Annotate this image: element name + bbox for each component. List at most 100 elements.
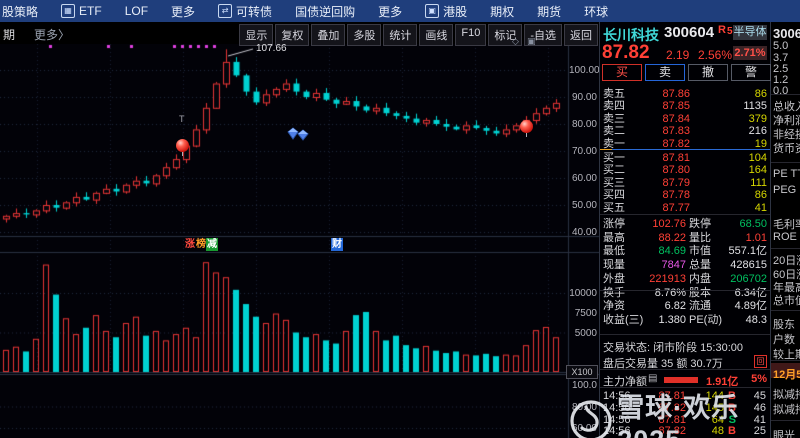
trade-button-买[interactable]: 买 bbox=[602, 64, 642, 81]
toolbar-button--自选[interactable]: -自选 bbox=[524, 24, 562, 46]
strip-item: PE TTM bbox=[773, 168, 800, 180]
tick-side: B bbox=[728, 401, 736, 414]
strip-item[interactable]: 拟减持 bbox=[773, 404, 800, 416]
strip-item[interactable]: 眼光 bbox=[773, 430, 795, 438]
clipboard-icon[interactable]: ▤ bbox=[648, 373, 658, 384]
toolbar-button-返回[interactable]: 返回 bbox=[564, 24, 598, 46]
order-book-row[interactable]: 卖二 87.83 216 bbox=[600, 125, 770, 137]
menu-item-港股[interactable]: ▣ 港股 bbox=[425, 3, 467, 20]
order-book-price: 87.82 bbox=[662, 137, 690, 150]
toolbar-button-F10[interactable]: F10 bbox=[455, 24, 487, 46]
tick-volume: 145 bbox=[705, 401, 724, 414]
order-book-row[interactable]: 卖一 87.82 19 bbox=[600, 138, 770, 150]
menu-item-更多[interactable]: 更多 bbox=[378, 3, 402, 20]
stat-label: 涨停 bbox=[603, 218, 625, 230]
strip-item[interactable]: 12月5 bbox=[773, 369, 800, 381]
toolbar-button-显示[interactable]: 显示 bbox=[239, 24, 274, 46]
toolbar-button-复权[interactable]: 复权 bbox=[275, 24, 310, 46]
order-book-price: 87.81 bbox=[662, 152, 690, 164]
order-book-row[interactable]: 买四 87.78 86 bbox=[600, 189, 770, 201]
trade-button-警[interactable]: 警 bbox=[731, 64, 771, 81]
stat-label: 跌停 bbox=[689, 218, 711, 230]
stat-value: 1.380 bbox=[658, 313, 686, 326]
order-book-price: 87.77 bbox=[662, 201, 690, 214]
order-book-level-label: 买五 bbox=[603, 201, 625, 214]
menu-item-国债逆回购[interactable]: 国债逆回购 bbox=[295, 3, 355, 20]
order-book-volume: 86 bbox=[754, 88, 767, 100]
strip-item: 3.7 bbox=[773, 52, 789, 64]
order-book-volume: 19 bbox=[754, 137, 767, 150]
order-book-row[interactable]: 买一 87.81 104 bbox=[600, 152, 770, 164]
after-hours-icon[interactable]: 回 bbox=[754, 355, 767, 368]
top-menu-bar: 股策略 ▦ ETF LOF 更多 ⇄ 可转债 国债逆回购 更多 ▣ 港股 期权 期货 环球 bbox=[0, 0, 800, 22]
toolbar-button-多股[interactable]: 多股 bbox=[347, 24, 382, 46]
trade-button-卖[interactable]: 卖 bbox=[645, 64, 685, 81]
menu-item-ETF[interactable]: ▦ ETF bbox=[61, 4, 102, 18]
order-book-price: 87.85 bbox=[662, 100, 690, 113]
stat-value: 557.1亿 bbox=[728, 245, 767, 258]
stat-value: 88.22 bbox=[658, 231, 686, 244]
stat-label: 收益(三) bbox=[603, 313, 644, 326]
order-book-price: 87.78 bbox=[662, 189, 690, 202]
stat-value: 68.50 bbox=[739, 218, 767, 230]
strip-item: 股东 bbox=[773, 319, 795, 331]
tick-count: 46 bbox=[753, 401, 766, 414]
event-badge-榜[interactable]: 榜 bbox=[196, 239, 206, 250]
trade-button-撤[interactable]: 撤 bbox=[688, 64, 728, 81]
order-book-row[interactable]: 卖五 87.86 86 bbox=[600, 88, 770, 100]
event-badge-涨[interactable]: 涨 bbox=[185, 239, 195, 250]
strip-item: 户数 bbox=[773, 334, 795, 346]
toolbar-more-link[interactable]: 更多〉 bbox=[34, 28, 71, 42]
order-book-row[interactable]: 买五 87.77 41 bbox=[600, 202, 770, 214]
stat-value: 221913 bbox=[649, 272, 686, 285]
stat-value: 428615 bbox=[730, 259, 767, 272]
margin-r-tag: R bbox=[718, 24, 726, 36]
divider bbox=[771, 360, 800, 361]
stats-row: 收益(三) 1.380 PE(动) 48.3 bbox=[600, 314, 770, 326]
strip-item: 5.0 bbox=[773, 40, 789, 52]
menu-item-环球[interactable]: 环球 bbox=[584, 3, 608, 20]
diamond-mini-icon[interactable]: ◇ bbox=[512, 36, 519, 46]
menu-item-label: 期货 bbox=[537, 4, 562, 19]
order-book-volume: 164 bbox=[748, 164, 767, 177]
menu-item-LOF[interactable]: LOF bbox=[125, 4, 148, 18]
menu-item-期权[interactable]: 期权 bbox=[490, 3, 514, 20]
menu-item-label: 环球 bbox=[584, 4, 609, 19]
event-badge-财[interactable]: 财 bbox=[331, 238, 343, 251]
stat-label: 量比 bbox=[689, 231, 711, 244]
menu-item-更多[interactable]: 更多 bbox=[171, 3, 195, 20]
announcement-balloon-icon[interactable] bbox=[520, 120, 533, 137]
toolbar-button-标记[interactable]: 标记 bbox=[488, 24, 523, 46]
strip-item: 60日涨 bbox=[773, 269, 800, 281]
toolbar-button-统计[interactable]: 统计 bbox=[383, 24, 418, 46]
sector-badge[interactable]: 半导体 bbox=[733, 25, 767, 40]
event-badge-减[interactable]: 减 bbox=[206, 238, 218, 251]
price-volume-chart[interactable] bbox=[0, 0, 600, 438]
stats-row: 涨停 102.76 跌停 68.50 bbox=[600, 218, 770, 230]
divider bbox=[771, 248, 800, 249]
menu-item-可转债[interactable]: ⇄ 可转债 bbox=[218, 3, 272, 20]
divider bbox=[771, 162, 800, 163]
order-book-price: 87.86 bbox=[662, 88, 690, 100]
menu-item-股策略[interactable]: 股策略 bbox=[2, 3, 38, 20]
menu-item-label: 更多 bbox=[171, 4, 196, 19]
strip-item: PEG bbox=[773, 184, 797, 196]
toolbar-button-画线[interactable]: 画线 bbox=[419, 24, 454, 46]
order-book-row[interactable]: 卖四 87.85 1135 bbox=[600, 100, 770, 112]
tick-side: S bbox=[728, 413, 736, 426]
order-book-row[interactable]: 卖三 87.84 379 bbox=[600, 113, 770, 125]
gem-markers-icon[interactable] bbox=[287, 127, 311, 141]
volume-axis-tick: 5000 bbox=[574, 327, 597, 339]
toolbar-buttons: 显示 复权 叠加 多股 统计 画线 F10 标记 -自选 返回 bbox=[239, 24, 598, 46]
order-book-row[interactable]: 买三 87.79 111 bbox=[600, 177, 770, 189]
toolbar-button-叠加[interactable]: 叠加 bbox=[311, 24, 346, 46]
quote-panel: 长川科技 300604 R 500 半导体 2.71% 87.82 2.19 2… bbox=[599, 22, 771, 438]
stat-label: 最低 bbox=[603, 245, 625, 258]
panel-mini-icon[interactable]: ▣ bbox=[527, 36, 536, 46]
announcement-balloon-icon[interactable] bbox=[176, 139, 189, 156]
strip-item[interactable]: 拟减持 bbox=[773, 389, 800, 401]
main-force-label: 主力净额 bbox=[603, 376, 647, 388]
menu-item-期货[interactable]: 期货 bbox=[537, 3, 561, 20]
order-book-row[interactable]: 买二 87.80 164 bbox=[600, 164, 770, 176]
stat-label: 内盘 bbox=[689, 272, 711, 285]
